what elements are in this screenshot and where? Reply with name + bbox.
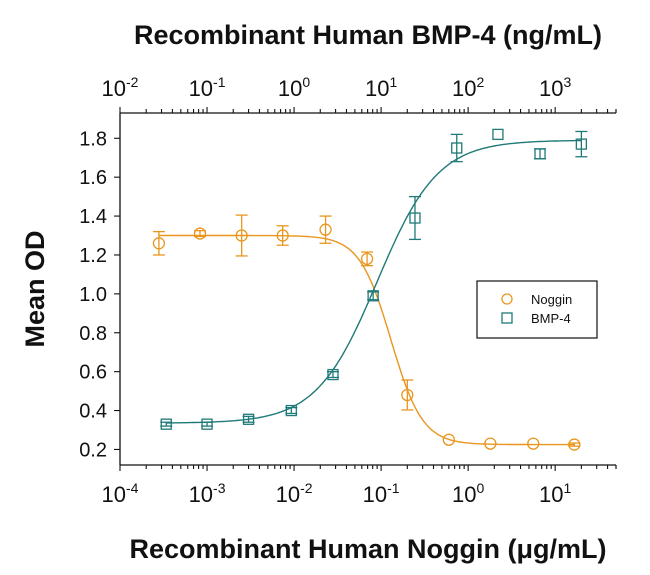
data-point-bmp4: [451, 142, 463, 154]
data-point-noggin: [360, 252, 374, 266]
data-point-noggin: [401, 388, 414, 402]
y-tick-label: 1.8: [79, 128, 107, 150]
legend: Noggin BMP-4: [476, 280, 598, 339]
ticks: 10-4 10-3 10-2 10-1 100 101 10-2 10-1 100 101 102 1…: [79, 74, 617, 507]
data-point-bmp4: [242, 413, 255, 425]
x-axis-title: Recombinant Human Noggin (μg/mL): [130, 534, 607, 564]
x-top-tick-label: 10-1: [189, 74, 226, 101]
x-tick-label: 101: [539, 480, 571, 507]
legend-box: [476, 280, 598, 339]
data-point-bmp4: [575, 138, 588, 150]
data-point-noggin: [484, 437, 497, 450]
data-point-bmp4: [327, 368, 339, 381]
data-point-bmp4: [160, 418, 172, 430]
fit-curves: [158, 139, 582, 446]
y-tick-label: 1.2: [79, 245, 107, 267]
y-tick-label: 0.8: [79, 323, 107, 345]
x-tick-label: 10-3: [189, 480, 226, 507]
data-point-noggin: [152, 237, 166, 250]
data-point-noggin: [319, 223, 332, 236]
x-tick-label: 10-4: [102, 480, 139, 507]
x-top-tick-label: 101: [365, 74, 397, 101]
legend-marker-noggin: [501, 293, 513, 305]
y-tick-label: 0.4: [79, 401, 107, 423]
x-top-tick-label: 102: [452, 74, 484, 101]
top-axis-title: Recombinant Human BMP-4 (ng/mL): [134, 20, 602, 50]
fit-curve-noggin: [158, 234, 575, 446]
data-point-bmp4: [285, 404, 297, 417]
x-tick-label: 100: [452, 480, 484, 507]
data-points: [152, 128, 588, 451]
data-point-bmp4: [492, 128, 504, 141]
legend-label-noggin: Noggin: [531, 292, 572, 307]
x-top-tick-label: 100: [278, 74, 310, 101]
y-tick-label: 0.2: [79, 439, 107, 461]
data-point-noggin: [193, 227, 207, 240]
data-point-noggin: [568, 438, 581, 451]
y-tick-label: 0.6: [79, 362, 107, 384]
data-point-bmp4: [409, 212, 421, 224]
y-tick-label: 1.0: [79, 284, 107, 306]
y-tick-label: 1.4: [79, 206, 107, 228]
data-point-bmp4: [201, 418, 213, 430]
x-top-tick-label: 103: [539, 74, 571, 101]
data-point-bmp4: [367, 290, 379, 302]
data-point-bmp4: [534, 148, 546, 160]
legend-marker-bmp4: [501, 312, 513, 324]
y-axis-title: Mean OD: [20, 230, 50, 347]
x-top-tick-label: 10-2: [102, 74, 139, 101]
fit-curve-bmp-4: [166, 139, 582, 424]
data-point-noggin: [235, 229, 248, 242]
data-point-noggin: [276, 229, 289, 242]
y-tick-label: 1.6: [79, 167, 107, 189]
data-point-noggin: [442, 433, 455, 446]
x-tick-label: 10-2: [276, 480, 313, 507]
data-point-noggin: [527, 437, 540, 450]
x-tick-label: 10-1: [363, 480, 400, 507]
legend-label-bmp4: BMP-4: [531, 311, 571, 326]
